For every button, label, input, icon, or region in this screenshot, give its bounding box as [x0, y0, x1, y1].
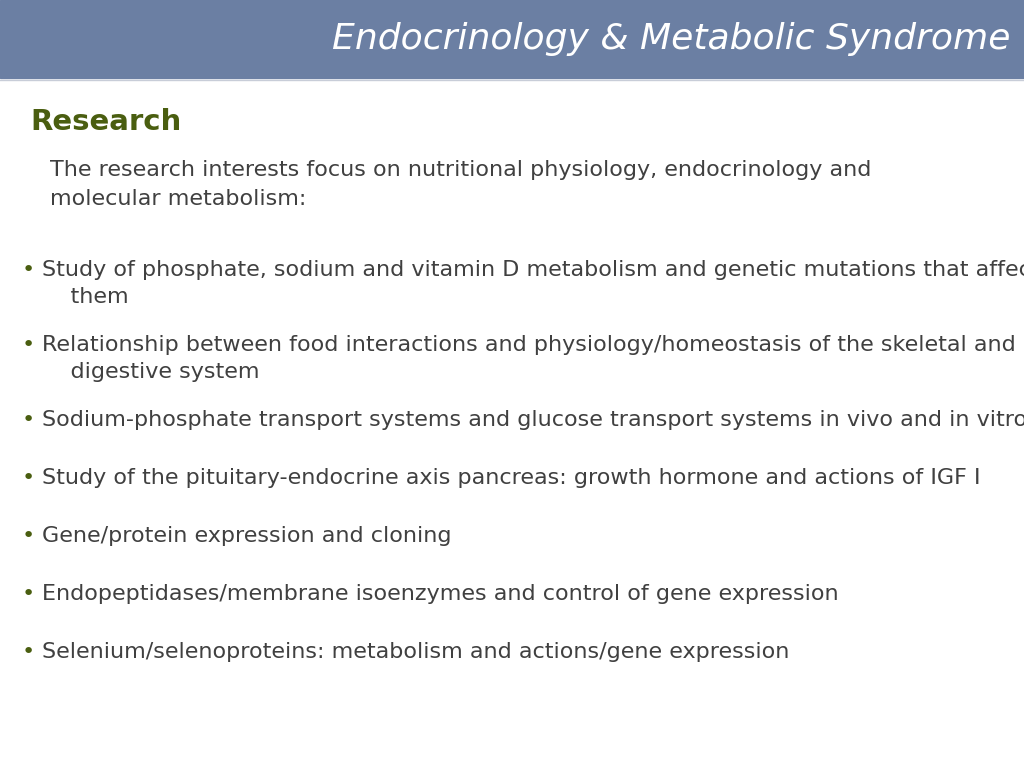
Text: Selenium/selenoproteins: metabolism and actions/gene expression: Selenium/selenoproteins: metabolism and … [42, 642, 790, 662]
Bar [0, 0, 1024, 78]
Text: •: • [22, 642, 35, 662]
Text: •: • [22, 335, 35, 355]
Text: Endopeptidases/membrane isoenzymes and control of gene expression: Endopeptidases/membrane isoenzymes and c… [42, 584, 839, 604]
Text: The research interests focus on nutritional physiology, endocrinology and
molecu: The research interests focus on nutritio… [50, 160, 871, 209]
Text: Study of phosphate, sodium and vitamin D metabolism and genetic mutations that a: Study of phosphate, sodium and vitamin D… [42, 260, 1024, 307]
Text: •: • [22, 260, 35, 280]
Text: Sodium-phosphate transport systems and glucose transport systems in vivo and in : Sodium-phosphate transport systems and g… [42, 410, 1024, 430]
Text: •: • [22, 468, 35, 488]
Text: Research: Research [30, 108, 181, 136]
Text: •: • [22, 410, 35, 430]
Text: •: • [22, 526, 35, 546]
Text: Study of the pituitary-endocrine axis pancreas: growth hormone and actions of IG: Study of the pituitary-endocrine axis pa… [42, 468, 981, 488]
Text: Gene/protein expression and cloning: Gene/protein expression and cloning [42, 526, 452, 546]
Text: Relationship between food interactions and physiology/homeostasis of the skeleta: Relationship between food interactions a… [42, 335, 1016, 382]
Text: •: • [22, 584, 35, 604]
Text: Endocrinology & Metabolic Syndrome: Endocrinology & Metabolic Syndrome [332, 22, 1010, 56]
